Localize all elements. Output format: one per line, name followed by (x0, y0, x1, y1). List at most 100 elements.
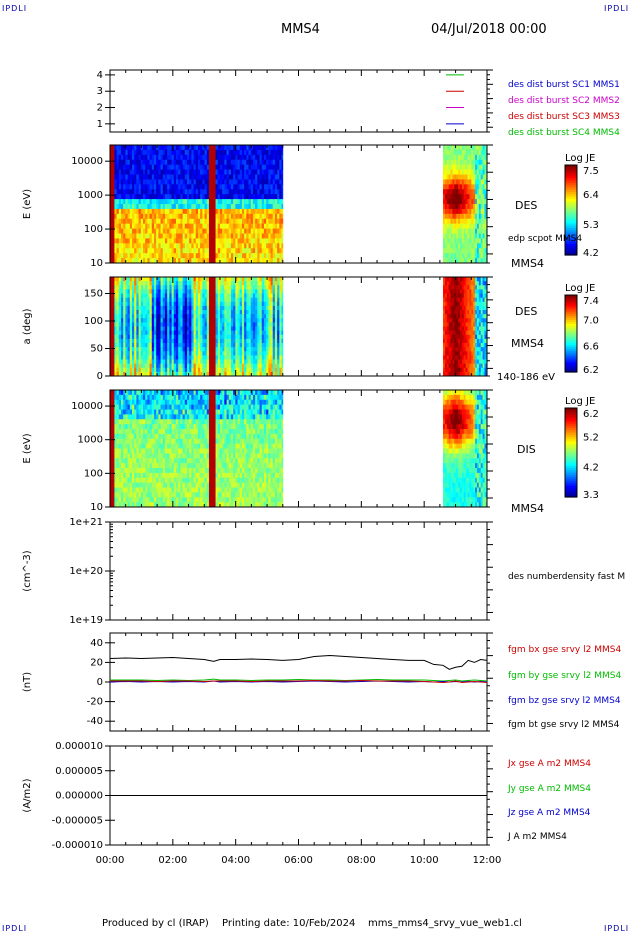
heatmap-cell (136, 326, 139, 332)
heatmap-cell (213, 199, 216, 205)
heatmap-cell (250, 281, 254, 286)
heatmap-cell (248, 218, 252, 225)
heatmap-cell (142, 149, 146, 156)
heatmap-cell (268, 174, 271, 180)
heatmap-cell (475, 179, 478, 185)
heatmap-cell (244, 351, 247, 356)
heatmap-cell (250, 199, 254, 205)
heatmap-cell (246, 174, 249, 180)
heatmap-cell (173, 326, 177, 332)
heatmap-cell (222, 367, 225, 373)
heatmap-cell (263, 194, 267, 200)
heatmap-cell (134, 258, 137, 264)
heatmap-cell (195, 334, 199, 340)
heatmap-cell (142, 338, 146, 344)
heatmap-cell (110, 253, 113, 259)
heatmap-cell (178, 238, 181, 244)
heatmap-cell (120, 223, 124, 229)
heatmap-cell (131, 194, 135, 200)
heatmap-cell (200, 305, 203, 311)
heatmap-cell (226, 248, 230, 254)
heatmap-cell (138, 326, 142, 332)
heatmap-cell (123, 347, 126, 352)
heatmap-cell (233, 258, 236, 264)
heatmap-cell (189, 310, 192, 315)
heatmap-cell (248, 338, 252, 344)
heatmap-cell (145, 367, 148, 373)
heatmap-cell (230, 310, 234, 315)
heatmap-cell (237, 281, 241, 286)
heatmap-cell (164, 305, 168, 311)
heatmap-cell (244, 253, 247, 259)
heatmap-cell (226, 208, 230, 215)
heatmap-cell (482, 248, 485, 254)
heatmap-cell (125, 238, 128, 244)
heatmap-cell (450, 159, 453, 166)
heatmap-cell (189, 371, 192, 377)
heatmap-cell (235, 338, 238, 344)
heatmap-cell (471, 285, 474, 290)
heatmap-cell (454, 289, 457, 294)
heatmap-cell (138, 218, 142, 225)
heatmap-cell (268, 293, 271, 299)
heatmap-cell (248, 154, 252, 161)
heatmap-cell (266, 338, 269, 344)
heatmap-cell (458, 334, 461, 340)
colorbar-segment (565, 198, 577, 202)
heatmap-cell (452, 326, 455, 332)
heatmap-cell (279, 318, 282, 323)
heatmap-cell (261, 314, 265, 319)
heatmap-cell (239, 174, 243, 180)
heatmap-cell (248, 281, 252, 286)
heatmap-cell (467, 184, 470, 190)
heatmap-cell (456, 363, 459, 369)
heatmap-cell (193, 285, 197, 290)
heatmap-cell (226, 289, 230, 294)
heatmap-cell (219, 338, 223, 344)
heatmap-cell (257, 330, 260, 336)
heatmap-cell (444, 164, 448, 170)
heatmap-cell (167, 297, 170, 303)
heatmap-cell (463, 184, 467, 190)
heatmap-cell (259, 199, 263, 205)
heatmap-cell (114, 318, 117, 323)
heatmap-cell (158, 223, 161, 229)
heatmap-cell (222, 330, 225, 336)
heatmap-cell (454, 314, 457, 319)
heatmap-cell (239, 218, 243, 225)
heatmap-cell (473, 258, 476, 264)
heatmap-cell (191, 223, 194, 229)
colorbar-segment (565, 250, 577, 254)
heatmap-cell (169, 281, 172, 286)
heatmap-cell (164, 314, 168, 319)
heatmap-cell (140, 281, 144, 286)
heatmap-cell (162, 351, 166, 356)
heatmap-cell (193, 238, 197, 244)
heatmap-cell (456, 322, 459, 327)
heatmap-cell (482, 204, 485, 210)
heatmap-cell (153, 179, 157, 185)
heatmap-cell (208, 174, 212, 180)
heatmap-cell (235, 194, 238, 200)
heatmap-cell (118, 228, 122, 234)
heatmap-cell (244, 189, 247, 195)
heatmap-cell (475, 149, 478, 156)
heatmap-cell (112, 159, 115, 166)
heatmap-cell (169, 305, 172, 311)
heatmap-cell (129, 159, 133, 166)
heatmap-cell (261, 164, 265, 170)
heatmap-cell (244, 248, 247, 254)
heatmap-cell (193, 334, 197, 340)
heatmap-cell (270, 248, 274, 254)
heatmap-cell (186, 164, 190, 170)
heatmap-cell (151, 159, 155, 166)
heatmap-cell (189, 233, 192, 239)
heatmap-cell (127, 297, 131, 303)
heatmap-cell (219, 347, 223, 352)
heatmap-cell (138, 371, 142, 377)
heatmap-cell (228, 208, 232, 215)
heatmap-cell (178, 223, 181, 229)
heatmap-cell (459, 334, 463, 340)
heatmap-cell (147, 338, 150, 344)
heatmap-cell (467, 318, 470, 323)
